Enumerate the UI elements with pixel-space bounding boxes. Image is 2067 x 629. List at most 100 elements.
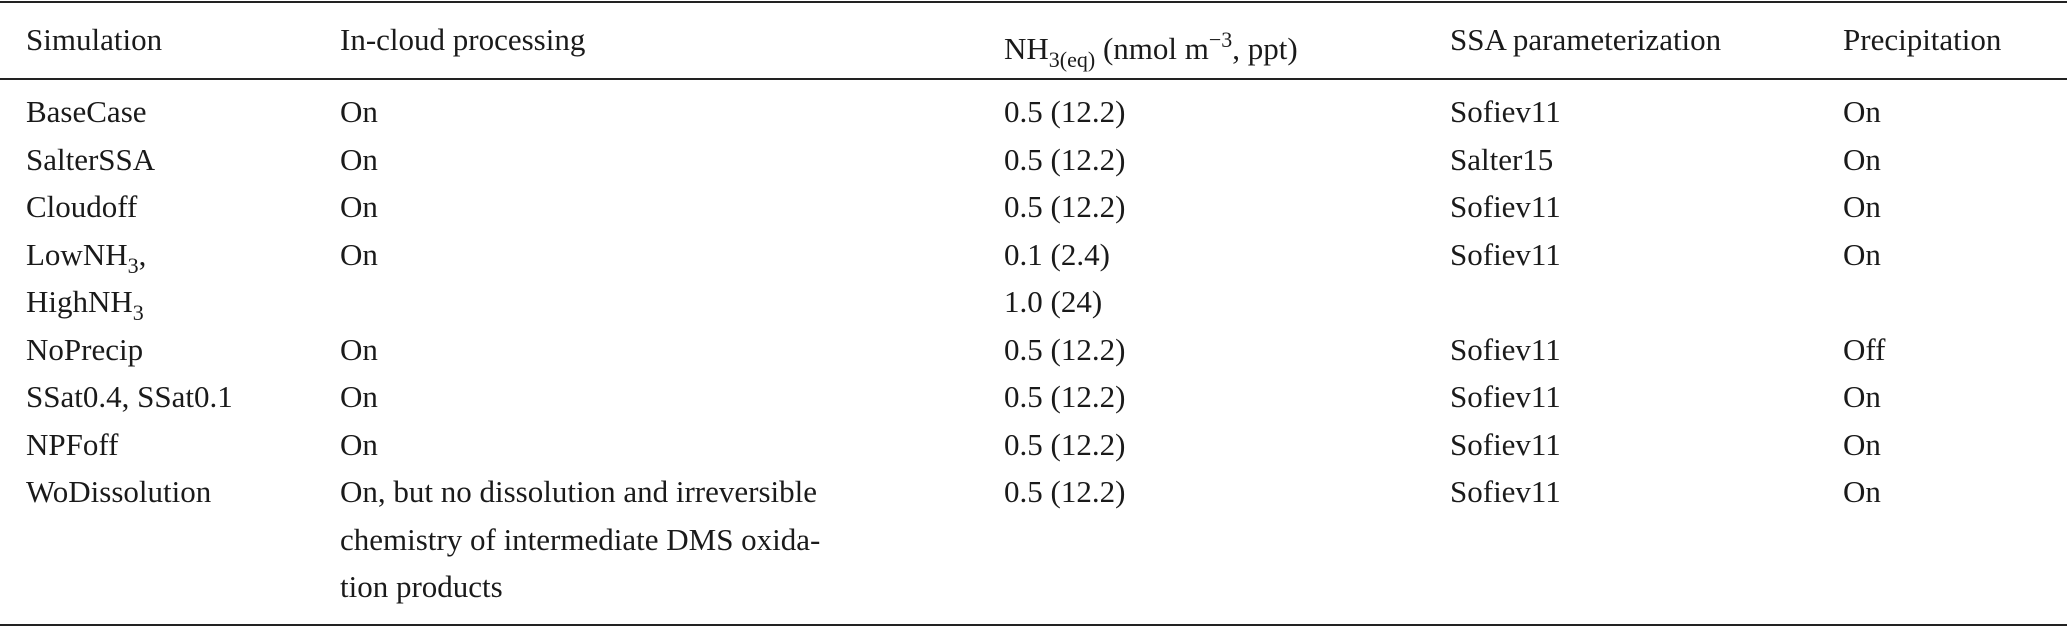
bottom-rule bbox=[0, 624, 2067, 626]
text-segment: , ppt) bbox=[1232, 31, 1298, 66]
table-cell: 0.5 (12.2) bbox=[1004, 140, 1125, 180]
text-segment: Sofiev11 bbox=[1450, 94, 1561, 129]
table-cell: On, but no dissolution and irreversible bbox=[340, 472, 817, 512]
table-cell: SSat0.4, SSat0.1 bbox=[26, 377, 233, 417]
text-segment: chemistry of intermediate DMS oxida- bbox=[340, 521, 821, 557]
text-segment: On bbox=[340, 189, 378, 224]
text-segment: Sofiev11 bbox=[1450, 189, 1561, 224]
table-cell: On bbox=[340, 187, 378, 227]
text-segment: On bbox=[340, 236, 378, 272]
text-segment: Simulation bbox=[26, 22, 163, 57]
text-segment: On bbox=[1843, 426, 1881, 462]
text-segment: On bbox=[340, 94, 378, 129]
table-cell: WoDissolution bbox=[26, 472, 211, 512]
text-segment: In-cloud processing bbox=[340, 22, 586, 57]
header-cell: NH3(eq) (nmol m−3, ppt) bbox=[1004, 20, 1298, 72]
text-segment: HighNH bbox=[26, 284, 133, 319]
table-cell: Sofiev11 bbox=[1450, 472, 1561, 512]
table-cell: On bbox=[1843, 235, 1881, 275]
text-segment: , bbox=[138, 236, 147, 272]
text-segment: 0.5 (12.2) bbox=[1004, 379, 1126, 414]
text-segment: NPFoff bbox=[26, 426, 119, 462]
subscript: 3 bbox=[127, 252, 139, 278]
table-cell: On bbox=[1843, 187, 1881, 227]
table-cell: NoPrecip bbox=[26, 330, 143, 370]
superscript: −3 bbox=[1208, 27, 1233, 52]
text-segment: On bbox=[340, 141, 378, 177]
table-cell: 0.5 (12.2) bbox=[1004, 377, 1125, 417]
table-cell: 0.5 (12.2) bbox=[1004, 472, 1125, 512]
text-segment: Sofiev11 bbox=[1450, 379, 1561, 414]
text-segment: Sofiev11 bbox=[1450, 474, 1561, 509]
table-cell: Sofiev11 bbox=[1450, 92, 1561, 132]
table-cell: On bbox=[340, 425, 378, 465]
table-cell: 0.5 (12.2) bbox=[1004, 425, 1125, 465]
text-segment: 0.5 (12.2) bbox=[1004, 426, 1126, 462]
table-cell: Cloudoff bbox=[26, 187, 137, 227]
text-segment: tion products bbox=[340, 569, 503, 604]
text-segment: On, but no dissolution and irreversible bbox=[340, 474, 817, 509]
table-cell: HighNH3 bbox=[26, 282, 144, 325]
text-segment: SSat0.4, SSat0.1 bbox=[26, 379, 233, 414]
subscript: 3 bbox=[132, 300, 144, 325]
text-segment: WoDissolution bbox=[26, 474, 212, 509]
header-cell: SSA parameterization bbox=[1450, 20, 1721, 60]
table-cell: SalterSSA bbox=[26, 140, 155, 180]
text-segment: Cloudoff bbox=[26, 189, 138, 224]
table-cell: 0.5 (12.2) bbox=[1004, 187, 1125, 227]
text-segment: NoPrecip bbox=[26, 331, 144, 367]
text-segment: Precipitation bbox=[1843, 22, 2002, 57]
table-cell: Sofiev11 bbox=[1450, 425, 1561, 465]
table-cell: 0.1 (2.4) bbox=[1004, 235, 1110, 275]
header-rule bbox=[0, 78, 2067, 80]
text-segment: On bbox=[340, 379, 378, 414]
text-segment: On bbox=[340, 331, 378, 367]
text-segment: Sofiev11 bbox=[1450, 426, 1561, 462]
table-cell: 0.5 (12.2) bbox=[1004, 330, 1125, 370]
text-segment: BaseCase bbox=[26, 94, 147, 129]
text-segment: 0.5 (12.2) bbox=[1004, 331, 1126, 367]
table-cell: Sofiev11 bbox=[1450, 377, 1561, 417]
table-cell: On bbox=[1843, 377, 1881, 417]
text-segment: On bbox=[1843, 141, 1881, 177]
top-rule bbox=[0, 1, 2067, 3]
table-cell: NPFoff bbox=[26, 425, 118, 465]
table-cell: chemistry of intermediate DMS oxida- bbox=[340, 520, 820, 560]
table-cell: Sofiev11 bbox=[1450, 235, 1561, 275]
text-segment: SalterSSA bbox=[26, 141, 156, 177]
table-cell: BaseCase bbox=[26, 92, 147, 132]
table-cell: On bbox=[340, 330, 378, 370]
table-cell: LowNH3, bbox=[26, 235, 147, 278]
table-cell: Off bbox=[1843, 330, 1885, 370]
table-cell: On bbox=[340, 140, 378, 180]
table-cell: On bbox=[1843, 92, 1881, 132]
text-segment: On bbox=[1843, 94, 1881, 129]
table-cell: On bbox=[1843, 140, 1881, 180]
table-cell: Sofiev11 bbox=[1450, 330, 1561, 370]
table-cell: tion products bbox=[340, 567, 503, 607]
text-segment: SSA parameterization bbox=[1450, 22, 1722, 57]
text-segment: (nmol m bbox=[1095, 31, 1209, 66]
table-cell: On bbox=[1843, 425, 1881, 465]
table-cell: On bbox=[1843, 472, 1881, 512]
text-segment: On bbox=[1843, 236, 1881, 272]
text-segment: On bbox=[1843, 474, 1881, 509]
text-segment: Salter15 bbox=[1450, 141, 1554, 177]
text-segment: 0.1 (2.4) bbox=[1004, 236, 1110, 272]
table-cell: 1.0 (24) bbox=[1004, 282, 1102, 322]
text-segment: LowNH bbox=[26, 236, 128, 272]
table-cell: On bbox=[340, 377, 378, 417]
text-segment: 0.5 (12.2) bbox=[1004, 141, 1126, 177]
header-cell: In-cloud processing bbox=[340, 20, 585, 60]
subscript: 3(eq) bbox=[1048, 47, 1096, 72]
table-cell: Salter15 bbox=[1450, 140, 1553, 180]
header-cell: Simulation bbox=[26, 20, 162, 60]
text-segment: Sofiev11 bbox=[1450, 331, 1561, 367]
text-segment: 0.5 (12.2) bbox=[1004, 474, 1126, 509]
text-segment: 0.5 (12.2) bbox=[1004, 189, 1126, 224]
table-cell: 0.5 (12.2) bbox=[1004, 92, 1125, 132]
text-segment: Sofiev11 bbox=[1450, 236, 1561, 272]
table-cell: On bbox=[340, 92, 378, 132]
text-segment: 1.0 (24) bbox=[1004, 284, 1103, 319]
